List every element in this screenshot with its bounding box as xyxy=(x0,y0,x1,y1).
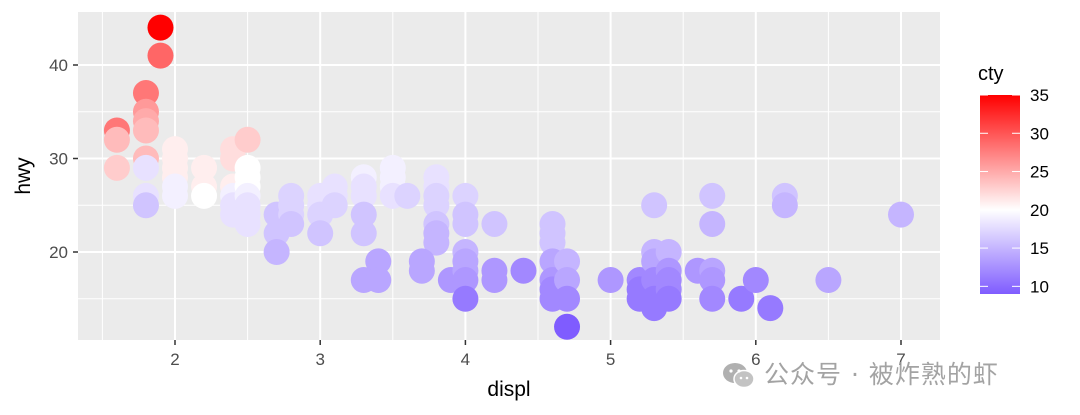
data-point xyxy=(132,80,159,107)
data-point xyxy=(365,248,392,275)
x-axis: 2 3 4 5 6 7 xyxy=(170,340,906,369)
data-point xyxy=(641,192,668,219)
data-point xyxy=(278,210,305,237)
data-point xyxy=(699,182,726,209)
legend-tick-label: 10 xyxy=(1030,277,1049,296)
data-point xyxy=(452,210,479,237)
legend-tick-label: 15 xyxy=(1030,239,1049,258)
data-point xyxy=(162,182,188,209)
legend-tick-label: 25 xyxy=(1030,163,1049,182)
data-point xyxy=(771,192,798,219)
data-point xyxy=(234,126,261,153)
data-point xyxy=(350,220,377,247)
wechat-icon xyxy=(723,363,755,389)
data-point xyxy=(699,267,726,294)
data-point xyxy=(132,192,159,219)
data-point xyxy=(132,154,159,181)
data-point xyxy=(394,182,421,209)
x-tick-label: 7 xyxy=(896,350,905,369)
data-point xyxy=(742,267,769,294)
legend: cty 10 15 20 25 30 35 xyxy=(978,63,1049,296)
y-tick-label: 40 xyxy=(49,56,68,75)
data-point xyxy=(539,229,566,256)
y-tick-label: 30 xyxy=(49,150,68,169)
data-point xyxy=(888,201,914,228)
data-point xyxy=(728,285,755,312)
data-point xyxy=(423,229,450,256)
x-axis-title: displ xyxy=(487,378,530,401)
watermark-text: 公众号 · 被炸熟的虾 xyxy=(764,360,999,389)
data-point xyxy=(423,192,450,219)
data-point xyxy=(234,210,261,237)
data-point xyxy=(554,313,581,340)
x-tick-label: 4 xyxy=(461,350,470,369)
data-point xyxy=(699,210,726,237)
x-tick-label: 3 xyxy=(315,350,324,369)
data-point xyxy=(147,14,174,41)
data-point xyxy=(481,210,508,237)
y-tick-label: 20 xyxy=(49,243,68,262)
legend-title: cty xyxy=(978,63,1004,85)
data-point xyxy=(757,295,784,322)
watermark: 公众号 · 被炸熟的虾 xyxy=(722,355,999,391)
data-point xyxy=(655,285,682,312)
data-point xyxy=(132,117,159,144)
y-axis: 20 30 40 xyxy=(49,56,78,262)
data-point xyxy=(452,285,479,312)
data-point xyxy=(554,285,581,312)
colorbar xyxy=(980,95,1020,294)
data-point xyxy=(350,182,377,209)
data-points xyxy=(103,14,914,340)
legend-tick-label: 30 xyxy=(1030,124,1049,143)
data-point xyxy=(452,267,479,294)
data-point xyxy=(103,154,130,181)
data-point xyxy=(191,154,218,181)
data-point xyxy=(452,182,479,209)
data-point xyxy=(307,220,334,247)
panel-background xyxy=(78,12,940,340)
data-point xyxy=(191,182,218,209)
data-point xyxy=(147,42,174,69)
data-point xyxy=(263,239,290,265)
data-point xyxy=(554,248,581,275)
data-point xyxy=(103,126,130,153)
data-point xyxy=(350,201,377,228)
x-tick-label: 6 xyxy=(751,350,760,369)
data-point xyxy=(321,192,348,219)
legend-ticks: 10 15 20 25 30 35 xyxy=(980,86,1049,296)
data-point xyxy=(655,239,682,265)
legend-tick-label: 35 xyxy=(1030,86,1049,105)
x-tick-label: 5 xyxy=(606,350,615,369)
data-point xyxy=(554,267,581,294)
data-point xyxy=(408,257,435,284)
y-axis-title: hwy xyxy=(12,157,35,195)
data-point xyxy=(510,257,537,284)
plot-panel xyxy=(78,12,940,340)
data-point xyxy=(815,267,842,294)
data-point xyxy=(481,267,508,294)
x-tick-label: 2 xyxy=(170,350,179,369)
legend-tick-label: 20 xyxy=(1030,201,1049,220)
data-point xyxy=(365,267,392,294)
data-point xyxy=(597,267,624,294)
data-point xyxy=(699,285,726,312)
